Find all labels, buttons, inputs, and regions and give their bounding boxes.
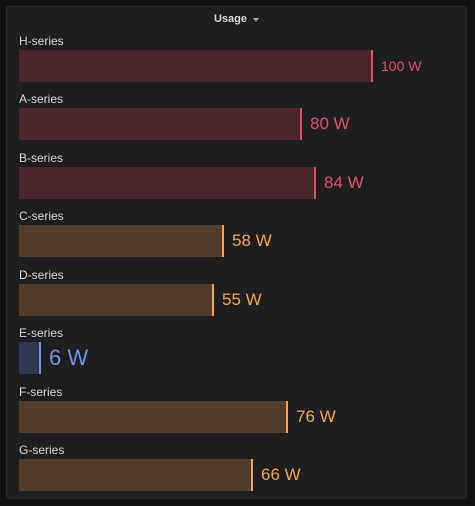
- gauge-bar: [19, 108, 302, 140]
- gauge-bar: [19, 342, 41, 374]
- usage-panel: Usage H-series 100 W A-series 80 W B-series 8…: [6, 6, 467, 499]
- gauge-row: G-series 66 W: [19, 443, 459, 493]
- gauge-bar: [19, 459, 253, 491]
- gauge-bar: [19, 284, 214, 316]
- gauge-label: C-series: [19, 209, 64, 223]
- gauge-value: 76 W: [296, 407, 336, 426]
- gauge-label: B-series: [19, 151, 64, 165]
- gauge-value: 55 W: [222, 290, 262, 309]
- gauge-label: F-series: [19, 385, 63, 399]
- gauge-row: B-series 84 W: [19, 151, 459, 201]
- gauge-row: C-series 58 W: [19, 209, 459, 259]
- gauge-value: 84 W: [324, 173, 364, 192]
- gauge-label: E-series: [19, 326, 64, 340]
- gauge-label: H-series: [19, 34, 64, 48]
- panel-header[interactable]: Usage: [7, 9, 466, 29]
- gauge-row: A-series 80 W: [19, 92, 459, 142]
- gauge-row: D-series 55 W: [19, 268, 459, 318]
- gauge-value: 6 W: [49, 345, 89, 370]
- gauge-label: G-series: [19, 443, 65, 457]
- gauge-bar: [19, 225, 224, 257]
- gauge-value: 58 W: [232, 231, 272, 250]
- chevron-down-icon[interactable]: [253, 17, 260, 22]
- gauge-bar: [19, 50, 373, 82]
- gauge-value: 66 W: [261, 465, 301, 484]
- panel-title: Usage: [213, 13, 248, 25]
- gauge-label: A-series: [19, 92, 64, 106]
- gauge-bar: [19, 167, 316, 199]
- gauge-row: E-series 6 W: [19, 326, 459, 376]
- gauge-value: 80 W: [310, 114, 350, 133]
- gauge-label: D-series: [19, 268, 64, 282]
- gauge-row: F-series 76 W: [19, 385, 459, 435]
- gauge-bar: [19, 401, 288, 433]
- gauge-row: H-series 100 W: [19, 34, 459, 84]
- gauge-value: 100 W: [381, 58, 422, 74]
